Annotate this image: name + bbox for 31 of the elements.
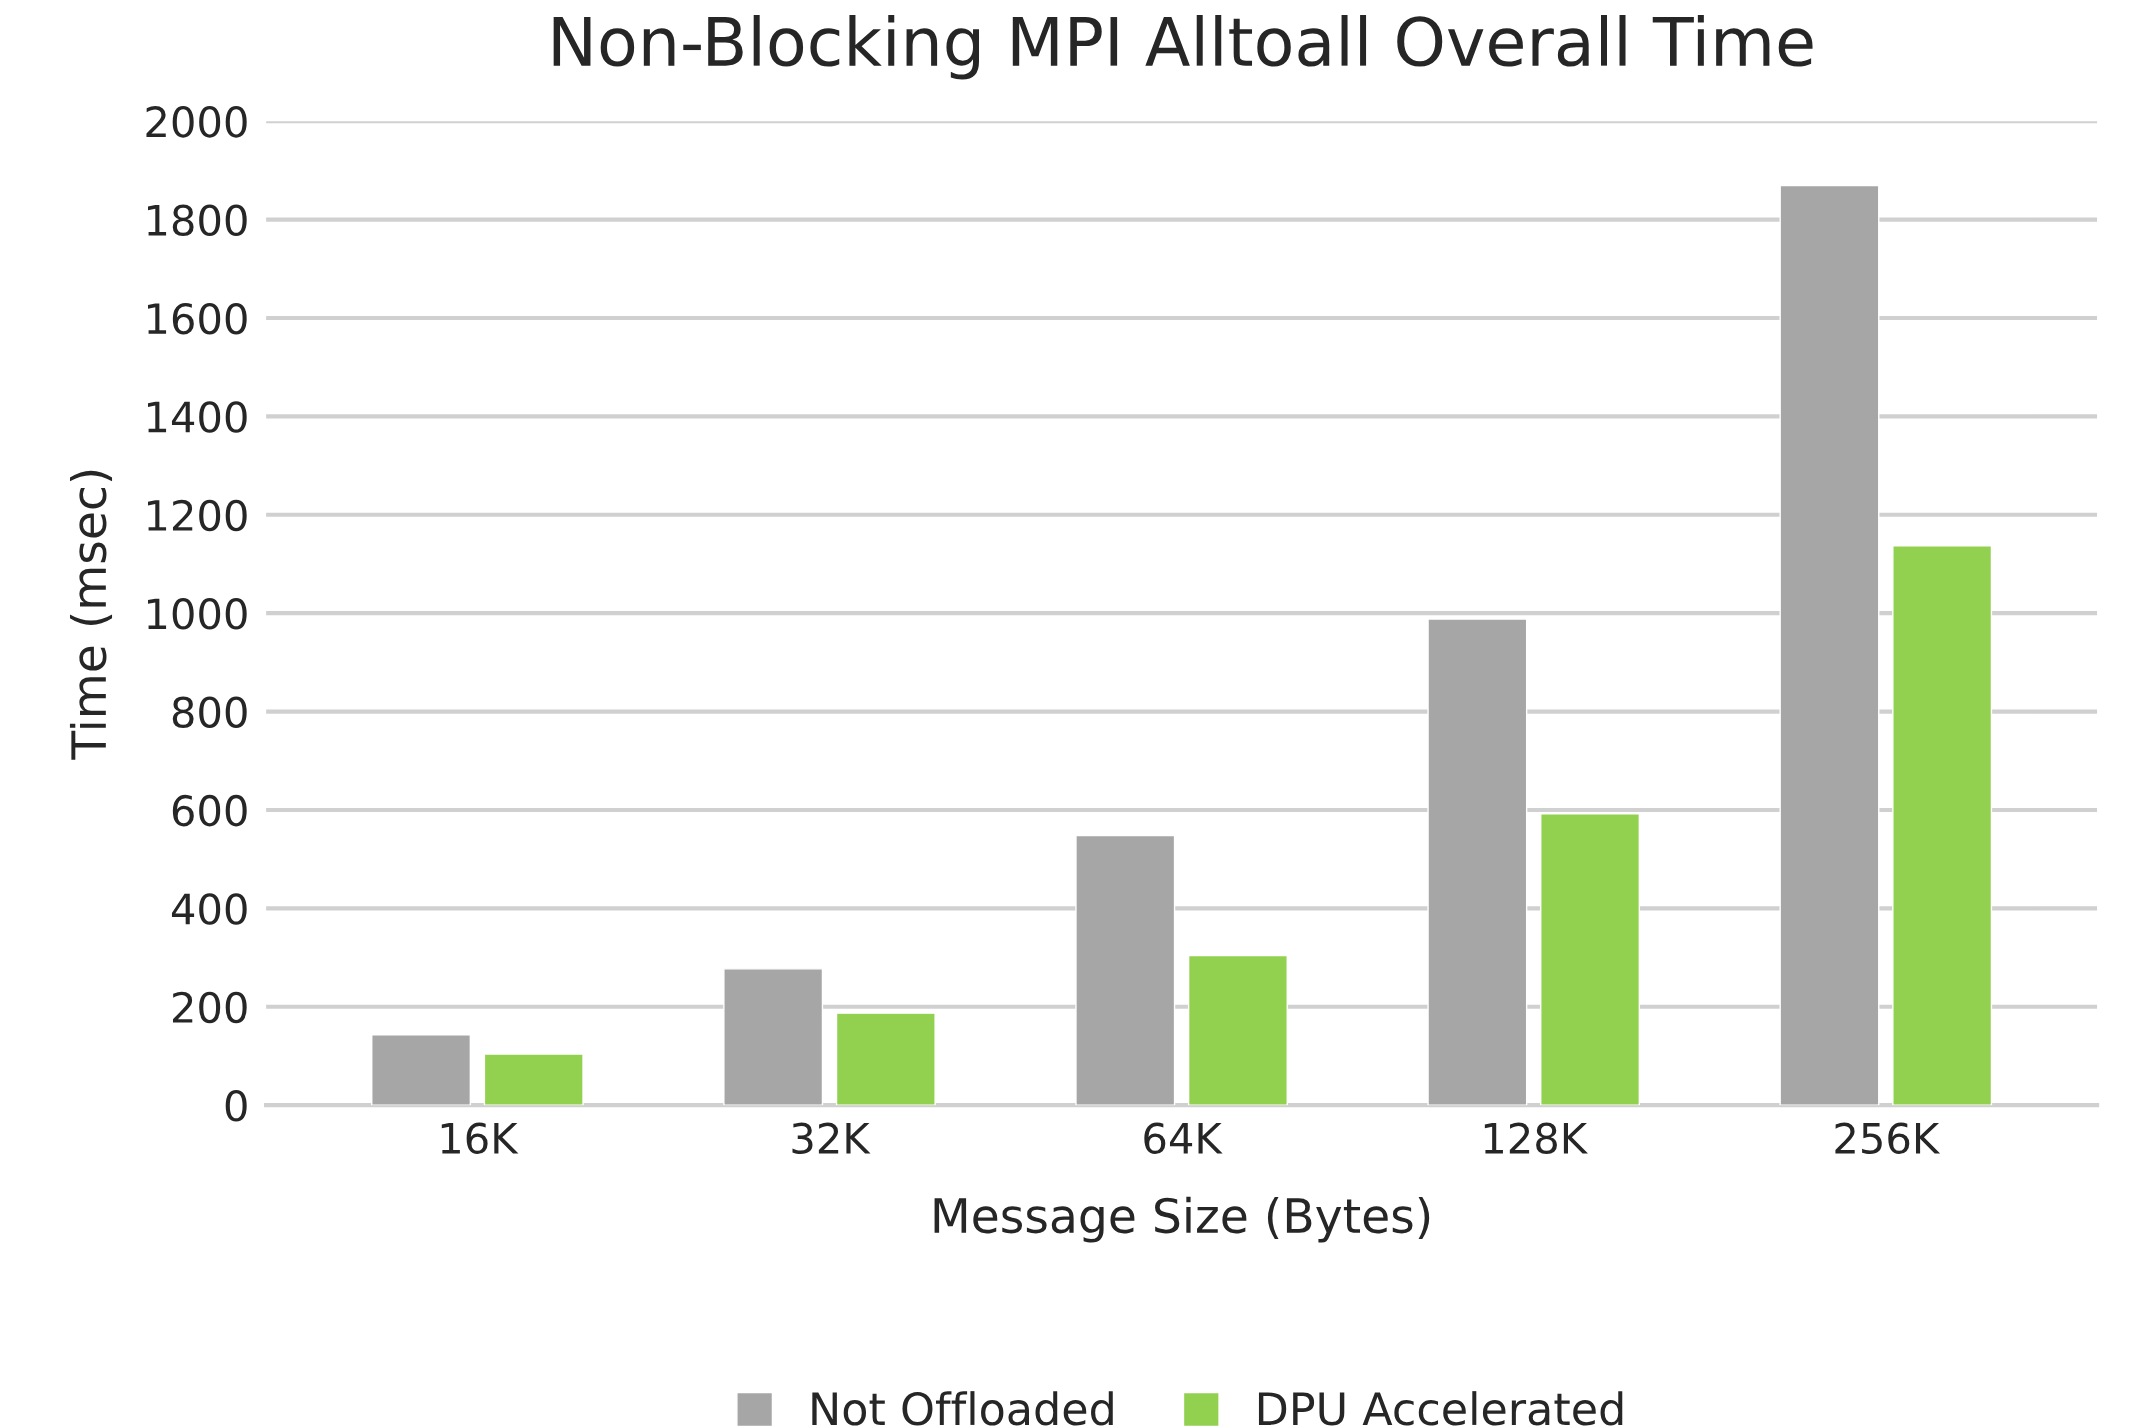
chart-title: Non-Blocking MPI Alltoall Overall Time [553,15,1813,80]
y-tick-label: 0 [225,1090,247,1122]
y-tick-label: 1000 [147,598,247,630]
legend-label: DPU Accelerated [1258,1391,1623,1426]
bar [1187,954,1288,1106]
y-tick-label: 1200 [147,499,247,532]
x-axis-title: Message Size (Bytes) [934,1196,1430,1243]
y-tick-label: 1600 [147,302,247,335]
y-tick-label: 600 [172,794,247,827]
y-tick-label: 800 [172,696,247,728]
bar [835,1012,936,1106]
x-tick-label: 16K [441,1122,519,1155]
x-tick-label: 64K [1144,1122,1223,1155]
y-tick-label: 400 [171,893,247,925]
y-tick-label: 200 [172,991,247,1024]
bar [723,968,824,1106]
x-tick-label: 32K [792,1122,871,1155]
bar [371,1034,472,1106]
y-axis-title: Time (msec) [69,470,113,760]
bar [1427,618,1528,1106]
bar [1540,813,1641,1106]
x-tick-label: 256K [1835,1122,1941,1155]
legend-label: Not Offloaded [812,1391,1113,1426]
y-tick-label: 1400 [147,401,247,433]
bar [483,1053,584,1106]
bar [1779,184,1880,1106]
bar [1075,834,1176,1106]
bar [1892,545,1993,1106]
x-tick-label: 128K [1484,1122,1588,1155]
y-tick-label: 2000 [146,106,247,138]
y-tick-label: 1800 [147,204,247,237]
